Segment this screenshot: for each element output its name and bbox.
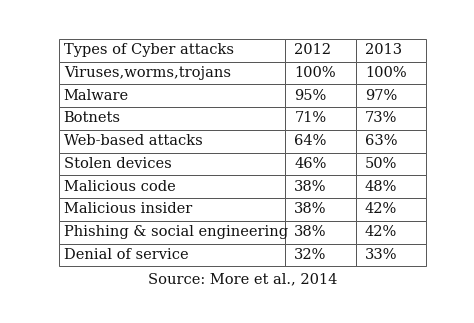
Text: 38%: 38%	[294, 225, 327, 239]
Text: Malicious code: Malicious code	[64, 180, 175, 194]
Text: 71%: 71%	[294, 111, 327, 125]
Text: 100%: 100%	[365, 66, 407, 80]
Bar	[356, 61, 426, 84]
Text: Source: More et al., 2014: Source: More et al., 2014	[148, 273, 337, 287]
Bar	[356, 221, 426, 244]
Bar	[59, 152, 285, 175]
Text: 38%: 38%	[294, 180, 327, 194]
Bar	[59, 244, 285, 266]
Bar	[285, 198, 356, 221]
Text: 95%: 95%	[294, 89, 327, 103]
Bar	[59, 107, 285, 130]
Bar	[285, 244, 356, 266]
Bar	[356, 152, 426, 175]
Bar	[59, 130, 285, 152]
Text: 64%: 64%	[294, 134, 327, 148]
Bar	[285, 221, 356, 244]
Text: 33%: 33%	[365, 248, 397, 262]
Bar	[356, 84, 426, 107]
Bar	[285, 61, 356, 84]
Bar	[356, 175, 426, 198]
Text: Denial of service: Denial of service	[64, 248, 188, 262]
Bar	[356, 107, 426, 130]
Text: Stolen devices: Stolen devices	[64, 157, 172, 171]
Text: 38%: 38%	[294, 203, 327, 216]
Text: 46%: 46%	[294, 157, 327, 171]
Text: Malicious insider: Malicious insider	[64, 203, 192, 216]
Text: Phishing & social engineering: Phishing & social engineering	[64, 225, 288, 239]
Text: 2013: 2013	[365, 43, 402, 57]
Bar	[59, 175, 285, 198]
Text: Web-based attacks: Web-based attacks	[64, 134, 202, 148]
Bar	[285, 107, 356, 130]
Bar	[285, 152, 356, 175]
Bar	[59, 221, 285, 244]
Text: Malware: Malware	[64, 89, 129, 103]
Text: Viruses,worms,trojans: Viruses,worms,trojans	[64, 66, 231, 80]
Bar	[356, 130, 426, 152]
Text: Botnets: Botnets	[64, 111, 121, 125]
Text: 73%: 73%	[365, 111, 397, 125]
Text: 63%: 63%	[365, 134, 397, 148]
Bar	[59, 84, 285, 107]
Text: 50%: 50%	[365, 157, 397, 171]
Text: 100%: 100%	[294, 66, 336, 80]
Bar	[285, 84, 356, 107]
Bar	[356, 244, 426, 266]
Text: 42%: 42%	[365, 225, 397, 239]
Bar	[285, 130, 356, 152]
Bar	[59, 39, 285, 61]
Text: 2012: 2012	[294, 43, 331, 57]
Bar	[59, 198, 285, 221]
Text: 32%: 32%	[294, 248, 327, 262]
Text: Types of Cyber attacks: Types of Cyber attacks	[64, 43, 234, 57]
Bar	[285, 39, 356, 61]
Bar	[356, 39, 426, 61]
Text: 48%: 48%	[365, 180, 397, 194]
Bar	[59, 61, 285, 84]
Text: 42%: 42%	[365, 203, 397, 216]
Bar	[285, 175, 356, 198]
Text: 97%: 97%	[365, 89, 397, 103]
Bar	[356, 198, 426, 221]
